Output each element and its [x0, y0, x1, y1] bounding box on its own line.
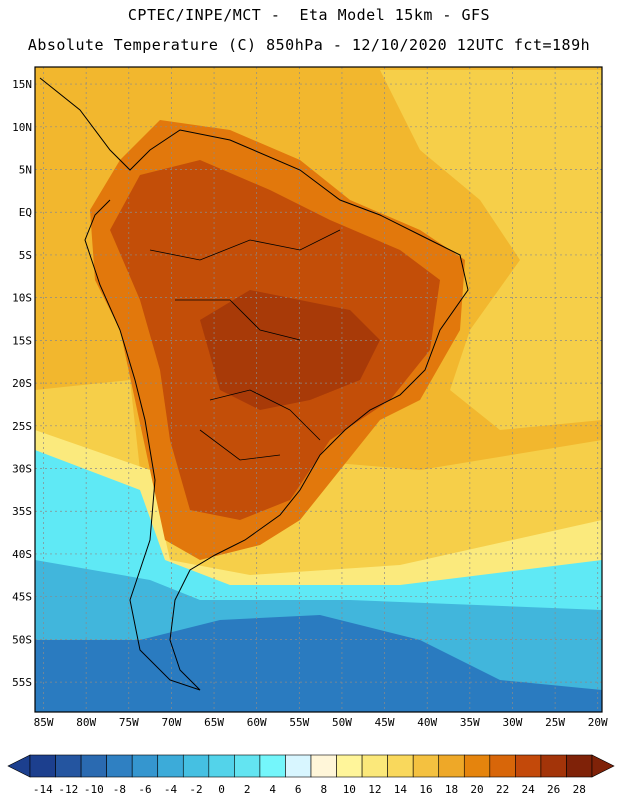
coastline	[39, 77, 469, 691]
latitude-label: 35S	[12, 505, 32, 518]
colorbar-label: 16	[419, 783, 432, 796]
colorbar: -14 -12 -10 -8 -6 -4 -2 0 2 4 6 8 10 12 14 16 18 20 22 24 26…	[7, 754, 615, 796]
longitude-label: 25W	[545, 716, 565, 729]
colorbar-swatch	[157, 754, 184, 778]
temperature-field	[35, 67, 602, 712]
longitude-label: 55W	[289, 716, 309, 729]
longitude-label: 40W	[417, 716, 437, 729]
colorbar-swatch	[310, 754, 337, 778]
colorbar-swatch	[336, 754, 363, 778]
colorbar-swatch	[540, 754, 567, 778]
latitude-label: 5S	[19, 249, 32, 262]
colorbar-label: 2	[244, 783, 251, 796]
colorbar-swatch	[438, 754, 465, 778]
colorbar-label: 0	[218, 783, 225, 796]
longitude-label: 65W	[204, 716, 224, 729]
latitude-label: 50S	[12, 633, 32, 646]
latitude-label: 25S	[12, 420, 32, 433]
country-borders	[149, 229, 341, 461]
colorbar-label: -14	[33, 783, 53, 796]
colorbar-label: 24	[522, 783, 536, 796]
colorbar-swatch	[182, 754, 210, 778]
colorbar-label: 8	[320, 783, 327, 796]
colorbar-swatch	[208, 754, 235, 778]
colorbar-swatch	[515, 754, 542, 778]
latitude-label: 5N	[19, 164, 32, 177]
colorbar-swatch	[29, 754, 56, 778]
latitude-axis: 15N 10N 5N EQ 5S 10S 15S 20S 25S 30S 35S 40S 45S 50S 5…	[12, 78, 32, 689]
latitude-label: 55S	[12, 676, 32, 689]
latitude-label: 45S	[12, 591, 32, 604]
colorbar-label: 4	[269, 783, 276, 796]
latitude-label: EQ	[19, 206, 32, 219]
longitude-axis: 85W 80W 75W 70W 65W 60W 55W 50W 45W 40W 35W 30W 25W 2…	[34, 716, 608, 729]
longitude-label: 20W	[588, 716, 608, 729]
longitude-label: 45W	[375, 716, 395, 729]
colorbar-swatch	[80, 754, 107, 778]
latitude-label: 40S	[12, 548, 32, 561]
colorbar-label: 12	[368, 783, 381, 796]
title-line-1: CPTEC/INPE/MCT - Eta Model 15km - GFS	[127, 6, 491, 24]
colorbar-swatch	[131, 754, 159, 778]
colorbar-label: -12	[58, 783, 78, 796]
latitude-label: 10S	[12, 292, 32, 305]
colorbar-swatch	[463, 754, 491, 778]
colorbar-label: 26	[547, 783, 560, 796]
colorbar-swatch	[566, 754, 593, 778]
colorbar-label: -6	[138, 783, 151, 796]
longitude-label: 80W	[76, 716, 96, 729]
colorbar-label: 22	[496, 783, 509, 796]
colorbar-label: -8	[113, 783, 126, 796]
colorbar-swatch	[489, 754, 516, 778]
latitude-label: 30S	[12, 463, 32, 476]
colorbar-swatch	[412, 754, 440, 778]
latitude-label: 15N	[12, 78, 32, 91]
colorbar-swatch	[234, 754, 261, 778]
colorbar-swatch	[259, 754, 286, 778]
longitude-label: 35W	[460, 716, 480, 729]
core-hot-region	[200, 290, 380, 410]
latitude-label: 20S	[12, 377, 32, 390]
colorbar-label: -4	[164, 783, 178, 796]
latitude-label: 10N	[12, 121, 32, 134]
plot-frame	[34, 66, 603, 713]
colorbar-high-arrow	[591, 754, 615, 778]
longitude-label: 70W	[161, 716, 181, 729]
colorbar-swatch	[387, 754, 414, 778]
colorbar-label: 20	[470, 783, 483, 796]
ocean-mild-region	[380, 70, 602, 430]
colorbar-label: 28	[573, 783, 586, 796]
colorbar-swatch	[106, 754, 133, 778]
colorbar-label: 6	[295, 783, 302, 796]
colorbar-label: 10	[343, 783, 356, 796]
longitude-label: 50W	[332, 716, 352, 729]
colorbar-label: 14	[394, 783, 408, 796]
colorbar-label: -10	[84, 783, 104, 796]
colorbar-low-arrow	[7, 754, 31, 778]
colorbar-swatch	[361, 754, 388, 778]
longitude-label: 75W	[119, 716, 139, 729]
latitude-label: 15S	[12, 334, 32, 347]
colorbar-swatch	[55, 754, 82, 778]
colorbar-label: 18	[445, 783, 458, 796]
colorbar-swatch	[285, 754, 312, 778]
colorbar-label: -2	[189, 783, 202, 796]
longitude-label: 85W	[34, 716, 54, 729]
longitude-label: 30W	[503, 716, 523, 729]
title-line-2: Absolute Temperature (C) 850hPa - 12/10/…	[27, 36, 591, 54]
longitude-label: 60W	[247, 716, 267, 729]
